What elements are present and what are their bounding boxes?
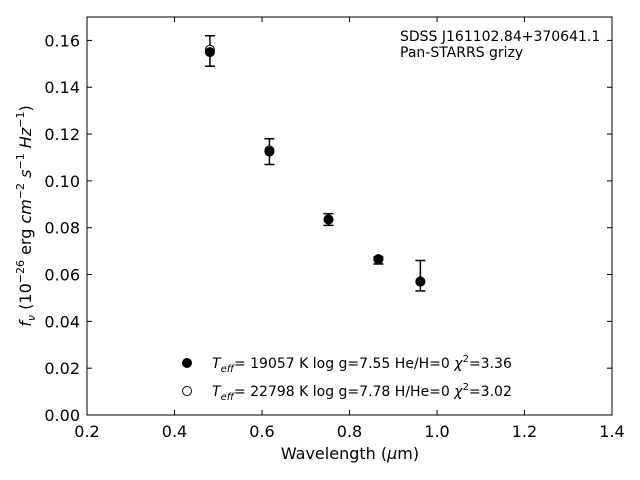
x-tick-label-3: 0.8 — [337, 422, 362, 441]
y-axis-label: fν (10−26 erg cm−2 s−1 Hz−1) — [14, 105, 38, 326]
legend-entry-1: Teff= 19057 K log g=7.55 He/H=0 χ2=3.36 — [212, 354, 512, 375]
legend-marker-filled — [182, 358, 192, 368]
model-point-filled-4 — [415, 276, 426, 287]
legend-entry-2: Teff= 22798 K log g=7.78 H/He=0 χ2=3.02 — [212, 382, 512, 403]
y-tick-label-7: 0.14 — [44, 78, 80, 97]
x-tick-label-6: 1.4 — [599, 422, 624, 441]
model-point-filled-2 — [323, 214, 334, 225]
model-point-filled-0 — [204, 47, 215, 58]
y-tick-label-2: 0.04 — [44, 312, 80, 331]
x-axis-label: Wavelength (μm) — [281, 444, 419, 463]
model-point-filled-1 — [264, 146, 275, 157]
y-tick-label-6: 0.12 — [44, 125, 80, 144]
legend-marker-open — [182, 386, 192, 396]
marks-group — [204, 34, 426, 292]
annotation-survey: Pan-STARRS grizy — [400, 45, 523, 61]
legend: Teff= 19057 K log g=7.55 He/H=0 χ2=3.36 … — [182, 354, 512, 403]
model-point-filled-3 — [373, 254, 384, 265]
y-tick-label-1: 0.02 — [44, 359, 80, 378]
y-tick-label-5: 0.10 — [44, 172, 80, 191]
x-tick-label-4: 1.0 — [424, 422, 449, 441]
x-tick-label-5: 1.2 — [512, 422, 537, 441]
annotation-object-name: SDSS J161102.84+370641.1 — [400, 29, 600, 45]
x-tick-label-2: 0.6 — [249, 422, 274, 441]
y-tick-label-0: 0.00 — [44, 406, 80, 425]
y-tick-label-4: 0.08 — [44, 219, 80, 238]
y-tick-label-8: 0.16 — [44, 31, 80, 50]
x-tick-label-0: 0.2 — [74, 422, 99, 441]
y-tick-label-3: 0.06 — [44, 266, 80, 285]
tick-group: 0.2 0.4 0.6 0.8 1.0 1.2 1.4 0.00 0.02 0.04 0.06 0.0… — [44, 17, 625, 441]
x-tick-label-1: 0.4 — [162, 422, 187, 441]
